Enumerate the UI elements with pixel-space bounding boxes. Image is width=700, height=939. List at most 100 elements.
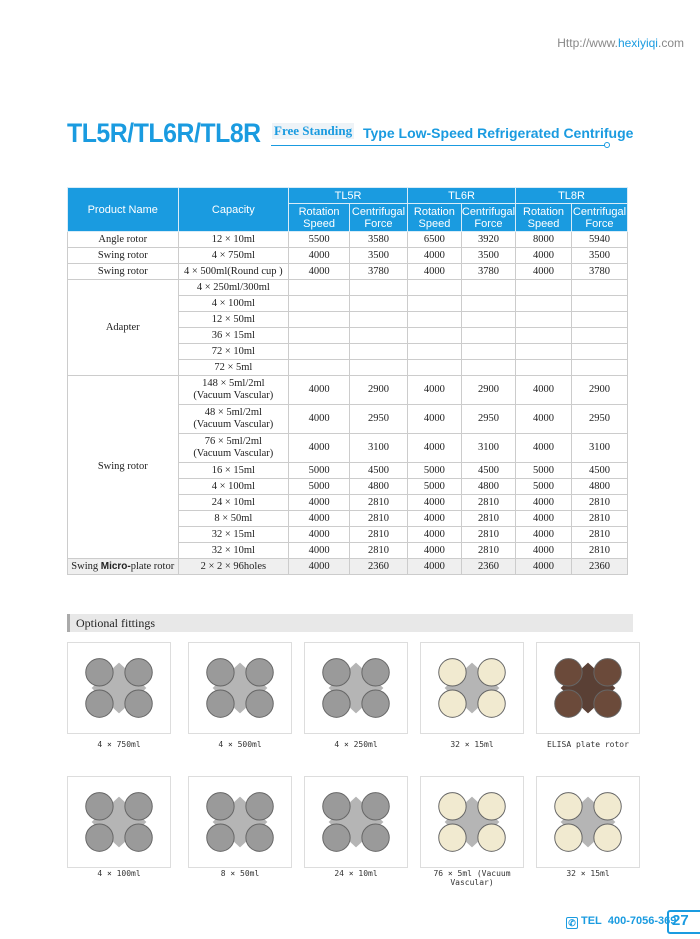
empty-cell	[288, 359, 350, 376]
fitting-image	[188, 642, 292, 734]
table-row: 32 × 10ml 4000 2810 4000 2810 4000 2810	[68, 542, 629, 559]
rotation-speed: 4000	[515, 558, 572, 575]
empty-cell	[515, 327, 572, 344]
capacity: 36 × 15ml	[177, 327, 290, 344]
rotation-speed: 4000	[406, 263, 462, 280]
page-number: 27	[667, 910, 700, 934]
centrifugal-force: 3580	[349, 231, 408, 248]
table-row: 24 × 10ml 4000 2810 4000 2810 4000 2810	[68, 494, 629, 511]
name-part: plate rotor	[130, 560, 175, 572]
centrifugal-force: 3500	[349, 247, 408, 264]
centrifugal-force: 4800	[570, 478, 629, 495]
capacity: 48 × 5ml/2ml (Vacuum Vascular)	[177, 404, 290, 434]
capacity: 8 × 50ml	[177, 510, 290, 527]
rotation-speed: 4000	[515, 433, 572, 463]
centrifugal-force: 2950	[460, 404, 517, 434]
empty-cell	[349, 327, 408, 344]
empty-cell	[288, 295, 350, 312]
centrifugal-force: 2810	[349, 526, 408, 543]
fitting-label: 76 × 5ml (Vacuum Vascular)	[433, 869, 511, 887]
rotation-speed: 4000	[406, 404, 462, 434]
centrifugal-force: 2810	[460, 510, 517, 527]
centrifugal-force: 2360	[570, 558, 629, 575]
empty-cell	[460, 279, 517, 296]
capacity: 4 × 250ml/300ml	[177, 279, 290, 296]
rotation-speed: 4000	[288, 433, 350, 463]
capacity: 32 × 10ml	[177, 542, 290, 559]
product-name: Swing Micro-plate rotor	[67, 558, 179, 575]
rotation-speed: 5000	[406, 462, 462, 479]
fitting-label: 32 × 15ml	[450, 740, 494, 749]
centrifugal-force: 3100	[349, 433, 408, 463]
spec-table: Product Name Capacity TL5R TL6R TL8R Rotati…	[67, 187, 629, 575]
centrifugal-force: 2810	[570, 542, 629, 559]
capacity: 12 × 50ml	[177, 311, 290, 328]
empty-cell	[515, 295, 572, 312]
capacity: 72 × 5ml	[177, 359, 290, 376]
rotation-speed: 4000	[515, 542, 572, 559]
rotation-speed: 4000	[288, 494, 350, 511]
empty-cell	[570, 311, 629, 328]
empty-cell	[406, 343, 462, 360]
centrifugal-force: 4500	[349, 462, 408, 479]
capacity-note: (Vacuum Vascular)	[193, 390, 274, 401]
fitting-image	[67, 642, 171, 734]
centrifugal-force: 2900	[460, 375, 517, 405]
table-row: 76 × 5ml/2ml (Vacuum Vascular) 4000 3100 400…	[68, 433, 629, 463]
product-name: Swing rotor	[67, 263, 179, 280]
capacity-value: 16 × 15ml	[211, 464, 255, 476]
centrifugal-force: 2810	[460, 542, 517, 559]
rotation-speed: 4000	[515, 526, 572, 543]
empty-cell	[288, 327, 350, 344]
empty-cell	[288, 311, 350, 328]
header-capacity: Capacity	[177, 187, 290, 232]
rotation-speed: 4000	[515, 247, 572, 264]
centrifugal-force: 4800	[349, 478, 408, 495]
rotation-speed: 4000	[406, 510, 462, 527]
capacity-value: 24 × 10ml	[211, 496, 255, 508]
rotation-speed: 5000	[288, 478, 350, 495]
rotation-speed: 4000	[288, 263, 350, 280]
empty-cell	[349, 343, 408, 360]
capacity: 24 × 10ml	[177, 494, 290, 511]
capacity: 4 × 750ml	[177, 247, 290, 264]
capacity-note: (Vacuum Vascular)	[193, 448, 274, 459]
rotation-speed: 4000	[406, 542, 462, 559]
header-centrifugal-force: Centrifugal Force	[570, 203, 629, 232]
empty-cell	[570, 359, 629, 376]
centrifugal-force: 3780	[570, 263, 629, 280]
table-row: Swing rotor 4 × 500ml(Round cup ) 4000 3780…	[67, 263, 629, 280]
empty-cell	[515, 343, 572, 360]
header-model: TL8R	[515, 187, 628, 204]
header-product-name: Product Name	[67, 187, 179, 232]
rotation-speed: 4000	[515, 375, 572, 405]
table-row: 16 × 15ml 5000 4500 5000 4500 5000 4500	[68, 462, 629, 479]
capacity-value: 48 × 5ml/2ml	[204, 407, 262, 419]
rotation-speed: 4000	[406, 558, 462, 575]
header-rotation-speed: Rotation Speed	[406, 203, 462, 232]
fitting-label: 4 × 750ml	[97, 740, 141, 749]
product-name: Swing rotor	[67, 247, 179, 264]
rotation-speed: 4000	[515, 263, 572, 280]
fitting-label: 4 × 100ml	[97, 869, 141, 878]
centrifugal-force: 3100	[570, 433, 629, 463]
capacity-note: (Vacuum Vascular)	[193, 419, 274, 430]
empty-cell	[570, 279, 629, 296]
centrifugal-force: 4500	[570, 462, 629, 479]
capacity-value: 76 × 5ml/2ml	[204, 436, 262, 448]
name-part: Micro-	[100, 560, 131, 572]
rotation-speed: 5000	[515, 462, 572, 479]
capacity: 76 × 5ml/2ml (Vacuum Vascular)	[177, 433, 290, 463]
empty-cell	[570, 343, 629, 360]
fitting-image	[188, 776, 292, 868]
capacity: 148 × 5ml/2ml (Vacuum Vascular)	[177, 375, 290, 405]
rotation-speed: 4000	[406, 494, 462, 511]
capacity: 16 × 15ml	[177, 462, 290, 479]
fitting-label: 4 × 500ml	[218, 740, 262, 749]
header-centrifugal-force: Centrifugal Force	[349, 203, 408, 232]
empty-cell	[460, 359, 517, 376]
centrifugal-force: 2360	[349, 558, 408, 575]
rotation-speed: 4000	[406, 433, 462, 463]
centrifugal-force: 3780	[349, 263, 408, 280]
centrifugal-force: 2810	[570, 494, 629, 511]
